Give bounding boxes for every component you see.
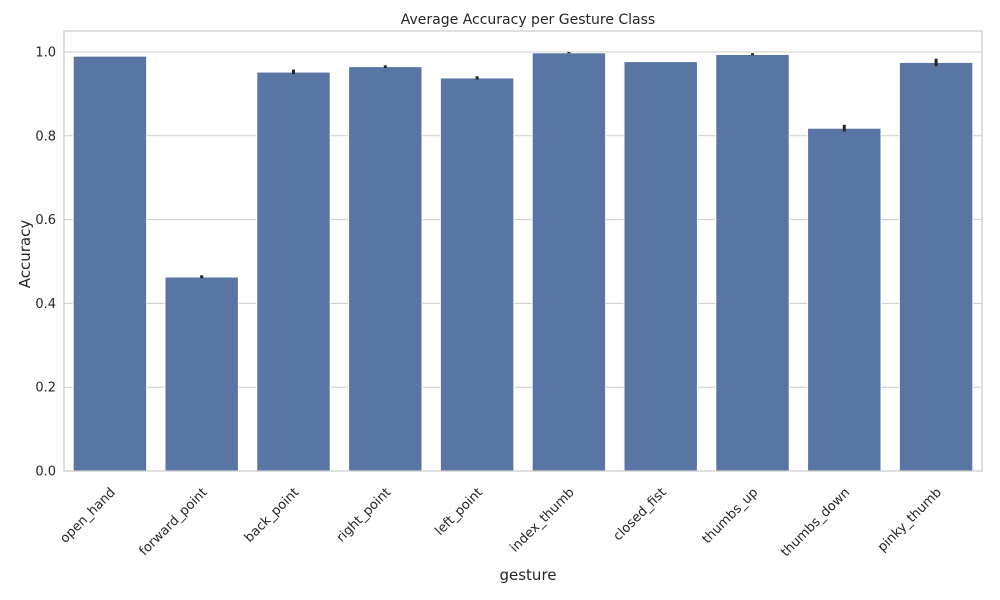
bar-index_thumb [531,52,607,472]
x-axis-label: gesture [499,566,556,584]
x-tick-label-index_thumb: index_thumb [507,485,577,555]
x-tick-label-left_point: left_point [432,485,486,539]
y-tick-label: 0.2 [35,381,56,396]
y-tick-label: 0.6 [35,213,56,228]
error-bars [200,51,938,279]
x-tick-label-forward_point: forward_point [137,485,211,559]
y-tick-label: 0.8 [35,129,56,144]
y-tick-label: 0.4 [35,297,56,312]
y-axis-label: Accuracy [16,220,34,289]
bar-closed_fist [623,61,698,472]
x-tick-label-closed_fist: closed_fist [611,485,670,544]
bar-thumbs_down [807,127,882,472]
bar-back_point [256,71,331,472]
x-tick-label-pinky_thumb: pinky_thumb [875,485,945,555]
y-tick-labels: 0.0 0.2 0.4 0.6 0.8 1.0 [35,45,56,479]
y-tick-label: 0.0 [35,465,56,480]
chart-title: Average Accuracy per Gesture Class [401,12,655,28]
bar-left_point [439,77,515,472]
bar-forward_point [164,276,239,472]
x-tick-label-thumbs_down: thumbs_down [778,485,853,560]
bar-open_hand [72,55,148,472]
x-tick-labels: open_hand forward_point back_point right_po… [57,485,944,560]
bar-thumbs_up [715,53,790,472]
x-tick-label-thumbs_up: thumbs_up [700,485,762,547]
x-tick-label-right_point: right_point [334,485,394,545]
x-tick-label-back_point: back_point [242,485,303,546]
plot-frame [63,30,983,472]
bar-right_point [348,66,423,472]
y-tick-label: 1.0 [35,45,56,60]
bars [72,52,974,472]
bar-pinky_thumb [898,61,974,472]
x-tick-label-open_hand: open_hand [57,485,118,546]
